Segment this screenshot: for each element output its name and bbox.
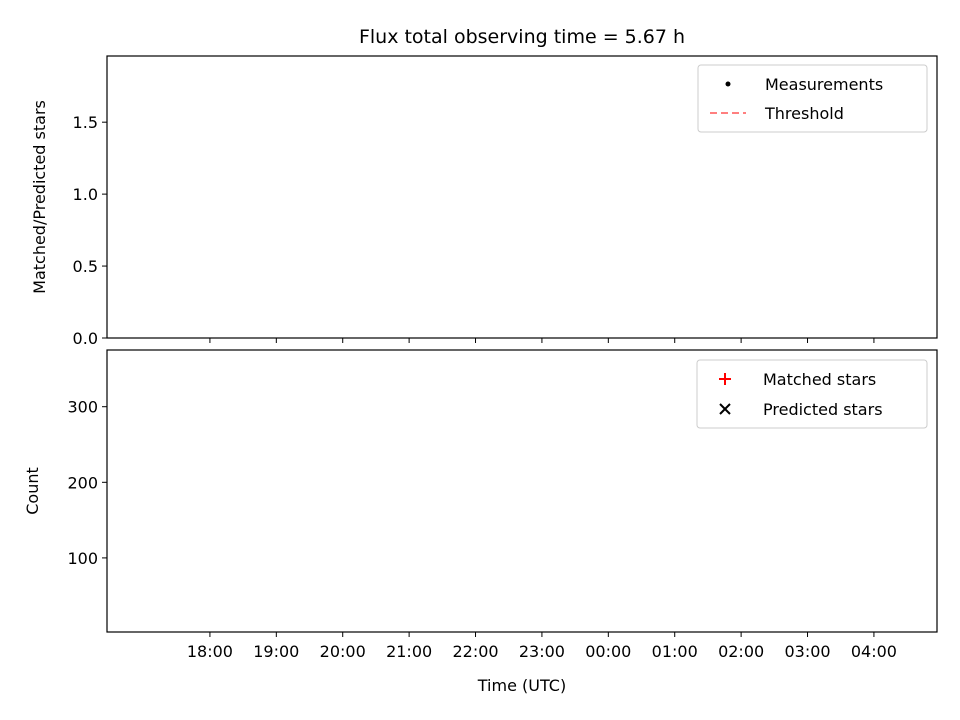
bottom-x-tick-label: 01:00	[652, 642, 698, 661]
figure-title: Flux total observing time = 5.67 h	[359, 26, 685, 48]
top-panel: 0.0 0.5 1.0 1.5 Matched/Predicted stars Mea…	[30, 55, 938, 348]
bottom-x-tick-label: 18:00	[187, 642, 233, 661]
bottom-y-tick-label: 100	[67, 549, 98, 568]
legend-matched-marker	[719, 373, 731, 385]
top-y-tick-label: 1.0	[73, 185, 98, 204]
bottom-y-tick-label: 300	[67, 398, 98, 417]
bottom-x-tick-label: 22:00	[452, 642, 498, 661]
bottom-x-tick-label: 02:00	[718, 642, 764, 661]
top-axes-frame	[106, 55, 938, 339]
top-y-tick-label: 1.5	[73, 113, 98, 132]
legend-measurements-marker	[725, 81, 731, 87]
bottom-legend: Matched stars Predicted stars	[696, 359, 928, 429]
top-legend: Measurements Threshold	[697, 64, 928, 133]
top-y-tick-label: 0.5	[73, 257, 98, 276]
top-x-ticks	[209, 338, 875, 343]
bottom-x-tick-label: 00:00	[585, 642, 631, 661]
bottom-y-axis: 100 200 300	[67, 398, 107, 568]
bottom-axes-frame	[106, 349, 938, 633]
legend-measurements-label: Measurements	[765, 75, 883, 94]
bottom-x-tick-label: 20:00	[320, 642, 366, 661]
legend-matched-label: Matched stars	[763, 370, 876, 389]
bottom-x-tick-label: 21:00	[386, 642, 432, 661]
top-y-label: Matched/Predicted stars	[30, 100, 49, 294]
bottom-x-tick-label: 03:00	[784, 642, 830, 661]
bottom-x-tick-label: 04:00	[851, 642, 897, 661]
bottom-panel: 100 200 300 18:00 19:00 20:00 21:00 22:00 23:00…	[23, 349, 938, 695]
top-y-tick-label: 0.0	[73, 329, 98, 348]
legend-predicted-marker	[719, 403, 731, 415]
legend-predicted-label: Predicted stars	[763, 400, 883, 419]
bottom-x-tick-label: 19:00	[253, 642, 299, 661]
bottom-y-tick-label: 200	[67, 473, 98, 492]
bottom-x-tick-label: 23:00	[519, 642, 565, 661]
top-y-axis: 0.0 0.5 1.0 1.5	[73, 113, 107, 348]
bottom-x-label: Time (UTC)	[477, 676, 566, 695]
legend-threshold-label: Threshold	[764, 104, 844, 123]
bottom-y-label: Count	[23, 467, 42, 515]
bottom-x-axis: 18:00 19:00 20:00 21:00 22:00 23:00 00:00 01:00…	[187, 632, 897, 661]
bottom-legend-box	[696, 359, 928, 429]
top-legend-box	[697, 64, 928, 133]
